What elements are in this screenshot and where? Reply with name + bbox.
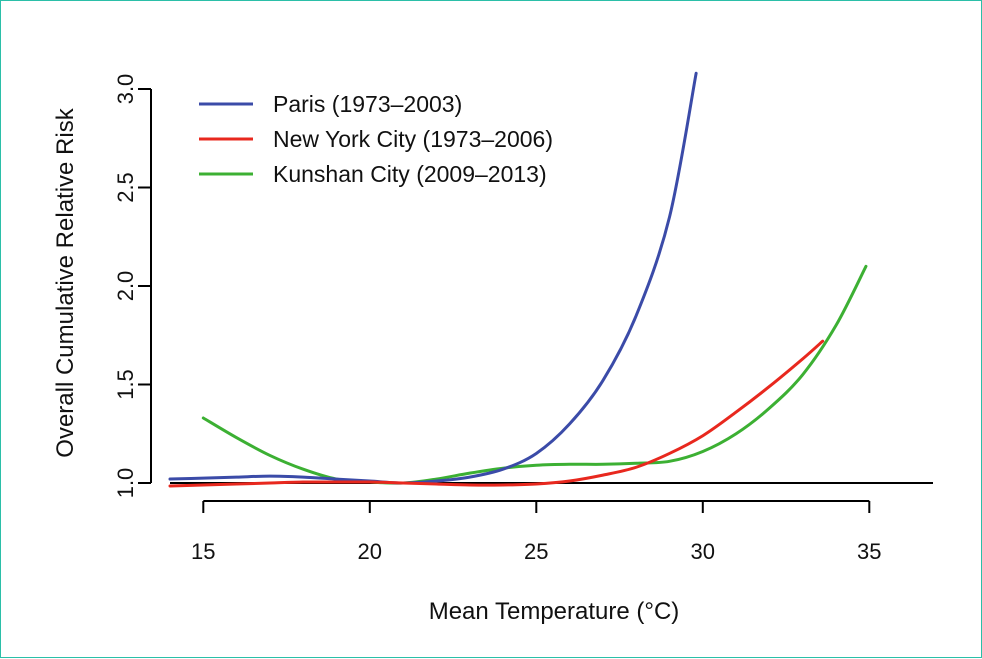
legend: Paris (1973–2003) New York City (1973–200… — [199, 91, 553, 187]
series-line-new — [168, 339, 825, 488]
x-tick-label: 15 — [191, 539, 215, 564]
x-tick-label: 20 — [358, 539, 382, 564]
y-tick-label: 2.5 — [113, 172, 138, 203]
x-axis-label: Mean Temperature (°C) — [429, 598, 680, 625]
y-tick-label: 2.0 — [113, 271, 138, 302]
series-line-paris — [168, 71, 698, 485]
y-tick-label: 1.5 — [113, 369, 138, 400]
legend-label-paris: Paris (1973–2003) — [273, 91, 462, 117]
y-axis-label: Overall Cumulative Relative Risk — [52, 107, 79, 457]
y-tick-label: 1.0 — [113, 468, 138, 499]
legend-label-kunshan: Kunshan City (2009–2013) — [273, 161, 547, 187]
axes: 1.0 1.5 2.0 2.5 3.0 15 20 25 30 35 — [113, 74, 933, 564]
x-tick-label: 30 — [691, 539, 715, 564]
x-tick-label: 35 — [857, 539, 881, 564]
series-lines — [168, 71, 868, 488]
y-tick-label: 3.0 — [113, 74, 138, 105]
series-line-kunshan — [201, 264, 868, 485]
x-tick-label: 25 — [524, 539, 548, 564]
legend-label-new: New York City (1973–2006) — [273, 126, 553, 152]
